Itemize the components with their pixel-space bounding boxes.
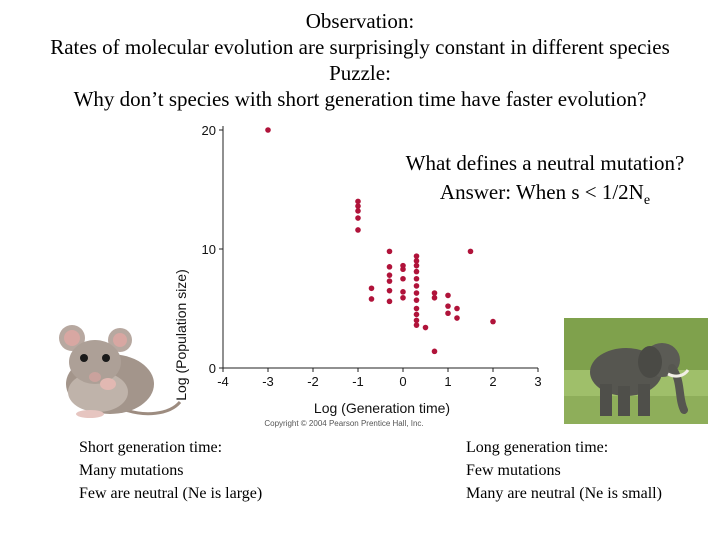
data-point	[431, 348, 438, 355]
x-tick-label: -3	[262, 374, 274, 389]
data-point	[355, 198, 361, 205]
data-point	[490, 318, 496, 325]
x-tick-label: -1	[352, 374, 364, 389]
data-point	[386, 272, 393, 278]
y-tick-label: 0	[209, 361, 216, 376]
data-point	[400, 289, 406, 295]
elephant-image	[564, 318, 708, 424]
data-point	[400, 266, 406, 273]
x-tick-label: -2	[307, 374, 319, 389]
data-point	[445, 292, 451, 299]
data-point	[422, 324, 429, 331]
data-point	[413, 268, 420, 275]
left-caption-line1: Short generation time:	[79, 439, 223, 456]
header-observation-label: Observation:	[305, 9, 415, 33]
right-caption-line3: Many are neutral (Ne is small)	[466, 485, 662, 502]
x-tick-label: 3	[534, 374, 541, 389]
copyright-text: Copyright © 2004 Pearson Prentice Hall, …	[264, 419, 423, 428]
data-point	[386, 248, 393, 255]
data-point	[400, 294, 406, 301]
data-point	[413, 275, 420, 282]
mouse-image	[59, 325, 182, 418]
data-point	[445, 310, 451, 317]
data-point	[454, 305, 460, 312]
x-axis-label: Log (Generation time)	[314, 400, 450, 416]
data-point	[467, 248, 474, 255]
data-point	[368, 296, 375, 302]
data-point	[413, 262, 420, 269]
x-tick-label: 2	[489, 374, 496, 389]
data-point	[355, 227, 361, 233]
neutral-mutation-answer: Answer: When s < 1/2Ne	[372, 179, 718, 214]
y-axis-label: Log (Population size)	[173, 269, 189, 401]
data-point	[431, 290, 438, 296]
data-point	[265, 127, 271, 133]
data-point	[400, 275, 406, 282]
data-point	[413, 322, 420, 328]
x-tick-label: -4	[217, 374, 229, 389]
data-point	[413, 297, 420, 303]
chart-axes: -4 -3 -2 -1 0 1 2 3 0 10 20	[202, 123, 542, 389]
data-point	[413, 283, 420, 289]
header-puzzle-label: Puzzle:	[329, 61, 391, 85]
data-point	[386, 278, 393, 284]
right-caption-line1: Long generation time:	[466, 439, 609, 456]
x-tick-label: 0	[399, 374, 406, 389]
header-observation-text: Rates of molecular evolution are surpris…	[50, 35, 670, 59]
data-point	[413, 317, 420, 324]
data-point	[386, 287, 393, 294]
data-point	[413, 290, 420, 296]
data-point	[413, 253, 420, 259]
data-point	[445, 303, 451, 309]
data-point	[431, 294, 438, 301]
data-point	[454, 315, 460, 321]
data-point	[355, 208, 361, 214]
answer-text: Answer: When s < 1/2N	[439, 180, 644, 204]
header-puzzle-text: Why don’t species with short generation …	[73, 87, 647, 111]
y-tick-label: 20	[202, 123, 216, 138]
data-point	[413, 305, 420, 312]
data-point	[386, 264, 393, 270]
data-point	[368, 285, 375, 292]
data-points	[265, 127, 496, 355]
x-tick-label: 1	[444, 374, 451, 389]
right-caption-line2: Few mutations	[466, 462, 561, 479]
y-tick-label: 10	[202, 242, 216, 257]
data-point	[413, 258, 420, 264]
data-point	[386, 298, 393, 305]
left-caption-line3: Few are neutral (Ne is large)	[79, 485, 263, 502]
answer-subscript: e	[643, 193, 651, 209]
data-point	[355, 203, 361, 209]
data-point	[355, 215, 361, 221]
neutral-mutation-question: What defines a neutral mutation?	[405, 151, 685, 175]
data-point	[413, 311, 420, 318]
left-caption-line2: Many mutations	[79, 462, 184, 479]
